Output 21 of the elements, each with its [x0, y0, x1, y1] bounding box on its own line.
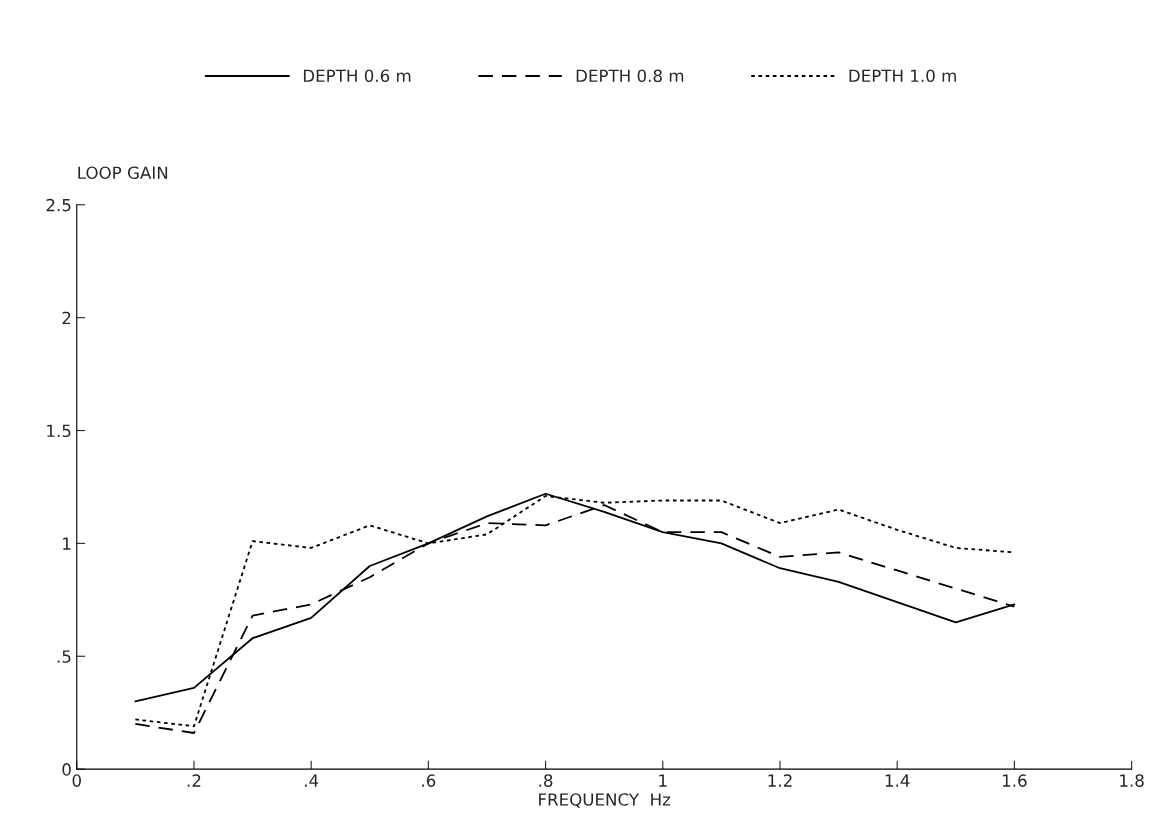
x-tick-label: 1 — [659, 774, 667, 787]
x-tick-label: 1.4 — [885, 774, 910, 787]
x-axis-title: FREQUENCY Hz — [539, 793, 671, 808]
x-tick-label: .2 — [187, 774, 201, 787]
x-tick-label: .6 — [422, 774, 436, 787]
x-tick-label: 1.6 — [1002, 774, 1027, 787]
y-tick-label: 2.5 — [46, 198, 71, 212]
x-tick-label: 1.8 — [1120, 774, 1144, 787]
y-tick-label: .5 — [57, 650, 71, 663]
y-tick-label: 2 — [62, 311, 71, 325]
y-tick-label: 0 — [62, 763, 71, 776]
legend-label: DEPTH 0.8 m — [576, 69, 684, 83]
y-tick-label: 1.5 — [47, 424, 71, 438]
x-tick-label: .4 — [305, 774, 319, 787]
x-tick-label: 1.2 — [768, 774, 792, 787]
legend-label: DEPTH 0.6 m — [303, 69, 411, 83]
x-tick-label: .8 — [539, 774, 553, 787]
y-axis-title: LOOP GAIN — [78, 166, 168, 180]
x-tick-label: 0 — [72, 774, 81, 787]
y-tick-label: 1 — [63, 537, 71, 550]
legend-label: DEPTH 1.0 m — [849, 69, 956, 83]
